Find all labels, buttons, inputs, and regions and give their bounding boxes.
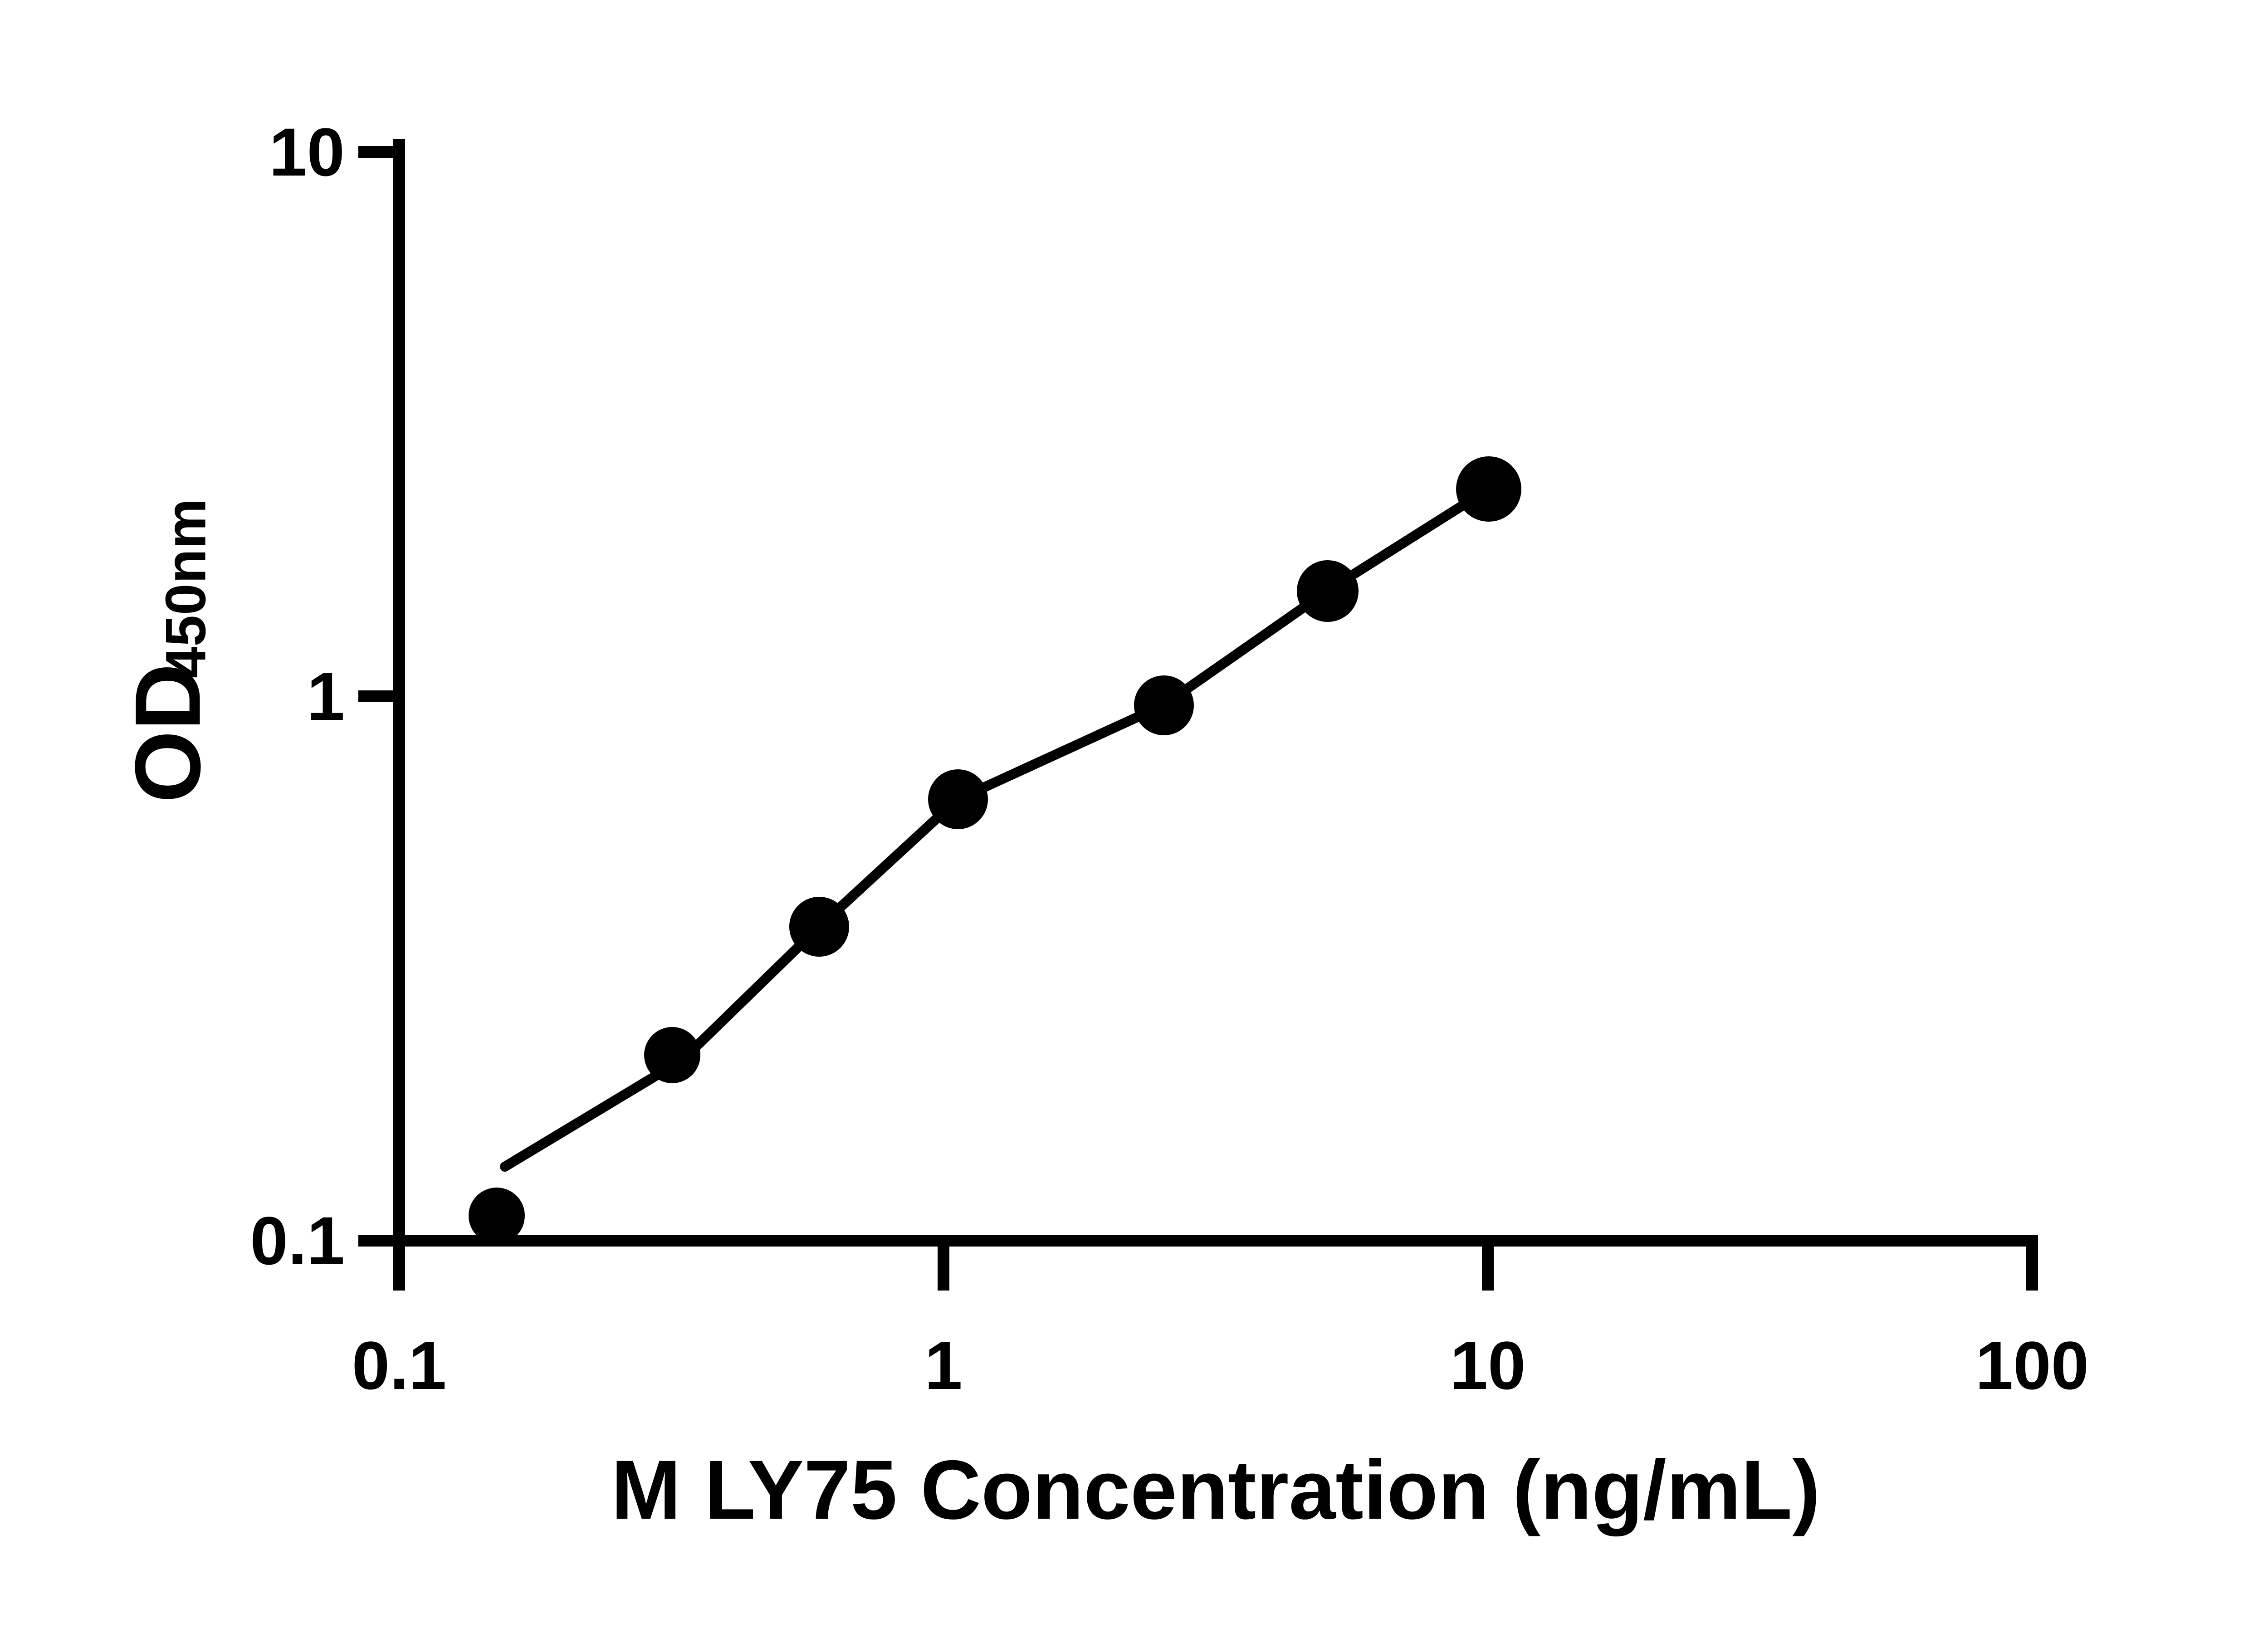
y-tick-label-1: 1: [307, 658, 345, 734]
y-tick-label-10: 10: [269, 114, 345, 190]
y-tick-label-0-1: 0.1: [250, 1203, 345, 1279]
x-tick-label-100: 100: [1975, 1327, 2089, 1403]
y-axis-title-main: OD: [116, 664, 220, 803]
data-point[interactable]: [1297, 560, 1359, 622]
x-axis-title: M LY75 Concentration (ng/mL): [611, 1443, 1820, 1537]
data-point[interactable]: [644, 1027, 700, 1083]
x-tick-label-0-1: 0.1: [352, 1327, 447, 1403]
data-point[interactable]: [1134, 675, 1194, 735]
data-point[interactable]: [1456, 456, 1521, 522]
y-axis-title-subscript: 450nm: [155, 499, 218, 678]
data-point[interactable]: [469, 1188, 525, 1244]
data-point[interactable]: [928, 769, 988, 829]
y-axis-title-group: OD 450nm: [116, 499, 220, 803]
x-tick-label-10: 10: [1450, 1327, 1526, 1403]
x-tick-label-1: 1: [924, 1327, 962, 1403]
data-point[interactable]: [789, 897, 849, 957]
